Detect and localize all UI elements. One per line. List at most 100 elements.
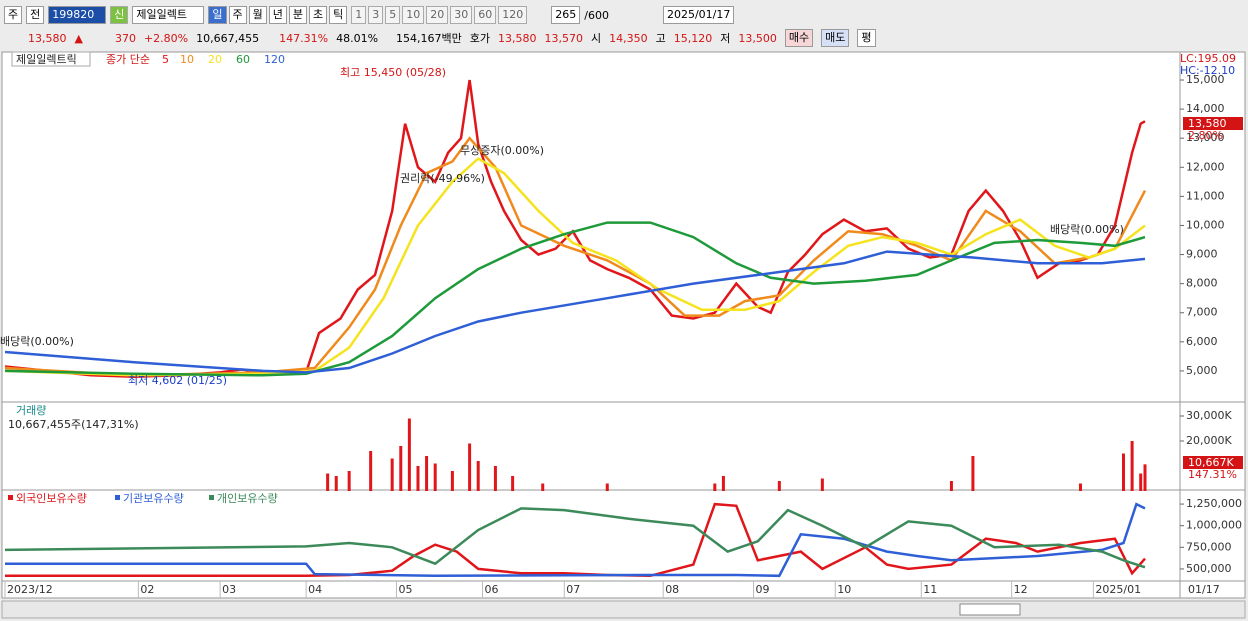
legend-swatch <box>115 495 120 500</box>
series-line <box>4 136 1147 377</box>
volume-bar <box>1121 453 1125 491</box>
scrollbar[interactable] <box>1 600 1246 619</box>
minute-button[interactable]: 120 <box>498 6 528 24</box>
code[interactable]: 199820 <box>48 6 107 24</box>
volume-ratio: 147.31% <box>279 31 329 45</box>
minute-button[interactable]: 20 <box>426 6 449 24</box>
minute-button[interactable]: 1 <box>351 6 367 24</box>
amount: 154,167백만 <box>396 32 462 45</box>
sell-button[interactable]: 매도 <box>821 29 850 47</box>
volume-bar <box>399 446 403 491</box>
change-pct: +2.80% <box>143 31 189 45</box>
x-tick-label: 09 <box>756 583 770 596</box>
minute-button[interactable]: 10 <box>402 6 425 24</box>
annotation: 무상증자(0.00%) <box>460 144 544 157</box>
minute-button[interactable]: 3 <box>368 6 384 24</box>
prev[interactable]: 전 <box>26 6 45 24</box>
y-tick-label: 14,000 <box>1186 102 1225 115</box>
annotation: 최저 4,602 (01/25) <box>128 374 227 387</box>
annotation: 배당락(0.00%) <box>1050 223 1124 236</box>
minute-button[interactable]: 60 <box>474 6 497 24</box>
legend-item: 5 <box>162 53 169 66</box>
volume-bar <box>326 473 330 491</box>
legend-item: 기관보유수량 <box>123 492 184 505</box>
y-tick-label: 15,000 <box>1186 73 1225 86</box>
volume-bar <box>407 418 411 491</box>
volume-bar <box>511 476 515 491</box>
scroll-thumb[interactable] <box>959 603 1021 616</box>
count-max: /600 <box>584 8 609 22</box>
volume-bar <box>433 463 437 491</box>
price: 13,580 <box>28 31 67 45</box>
open-label: 시 <box>591 32 602 45</box>
x-tick-label: 03 <box>222 583 236 596</box>
series-line <box>4 79 1146 378</box>
last-price: 13,580 <box>1188 117 1227 130</box>
period-button[interactable]: 주 <box>228 6 247 24</box>
volume-bar <box>1143 464 1147 491</box>
series-line <box>4 507 1146 569</box>
legend-item: 10 <box>180 53 194 66</box>
volume-bar <box>949 481 953 491</box>
x-tick-label: 08 <box>665 583 679 596</box>
current-date: 01/17 <box>1188 583 1220 596</box>
period-button[interactable]: 틱 <box>329 6 348 24</box>
last-price-box <box>1183 117 1243 130</box>
stock-name[interactable]: 제일일렉트 <box>132 6 205 24</box>
volume-bar <box>1130 441 1134 491</box>
volume-title: 거래량 <box>16 404 46 417</box>
date[interactable]: 2025/01/17 <box>662 6 735 24</box>
x-tick-label: 07 <box>566 583 580 596</box>
x-tick-label: 02 <box>140 583 154 596</box>
y-tick-label: 20,000K <box>1186 434 1232 447</box>
volume-bar <box>713 483 717 491</box>
period-button[interactable]: 분 <box>288 6 307 24</box>
y-tick-label: 9,000 <box>1186 248 1218 261</box>
stock-type[interactable]: 주 <box>4 6 23 24</box>
volume-current-box <box>1183 456 1243 469</box>
volume: 10,667,455 <box>196 31 260 45</box>
volume-bar <box>347 471 351 491</box>
y-tick-label: 10,000 <box>1186 218 1225 231</box>
chart-frame <box>1 51 1246 599</box>
y-tick-label: 6,000 <box>1186 335 1218 348</box>
eval-button[interactable]: 평 <box>857 29 876 47</box>
period-button[interactable]: 초 <box>309 6 328 24</box>
volume-bar <box>450 471 454 491</box>
legend-item: 20 <box>208 53 222 66</box>
legend-item: 120 <box>264 53 285 66</box>
x-tick-label: 05 <box>398 583 412 596</box>
series-line <box>4 250 1146 374</box>
volume-ratio: 147.31% <box>1188 468 1237 481</box>
minute-button[interactable]: 5 <box>385 6 401 24</box>
x-tick-label: 10 <box>837 583 851 596</box>
minute-button[interactable]: 30 <box>450 6 473 24</box>
new-badge: 신 <box>110 6 129 24</box>
buy-button[interactable]: 매수 <box>784 29 814 47</box>
change: 370 <box>114 31 136 45</box>
bid-ask-label: 호가 <box>469 32 491 45</box>
name-label: 제일일렉트릭 <box>16 52 77 66</box>
volume-bar <box>416 466 420 491</box>
name-box <box>11 51 91 67</box>
volume-bar <box>493 466 497 491</box>
period-button[interactable]: 월 <box>248 6 267 24</box>
legend-item: 외국인보유수량 <box>16 492 87 505</box>
x-tick-label: 06 <box>485 583 499 596</box>
volume-bar <box>468 443 472 491</box>
x-tick-label: 04 <box>308 583 322 596</box>
legend-swatch <box>209 495 214 500</box>
volume-bar <box>605 483 609 491</box>
chart: 01/17 5,000 6,000 7,000 8,000 9,000 10,000 11,… <box>0 51 1246 619</box>
period-button[interactable]: 년 <box>268 6 287 24</box>
volume-bar <box>390 458 394 491</box>
count[interactable]: 265 <box>551 6 581 24</box>
direction: ▲ <box>74 31 83 45</box>
x-tick-label: 11 <box>923 583 937 596</box>
period-button[interactable]: 일 <box>208 6 227 24</box>
quote-bar: 13,580 ▲ 370 +2.80% 10,667,455 147.31% 48.0… <box>0 28 1248 48</box>
y-tick-label: 30,000K <box>1186 409 1232 422</box>
volume-bar <box>971 456 975 491</box>
